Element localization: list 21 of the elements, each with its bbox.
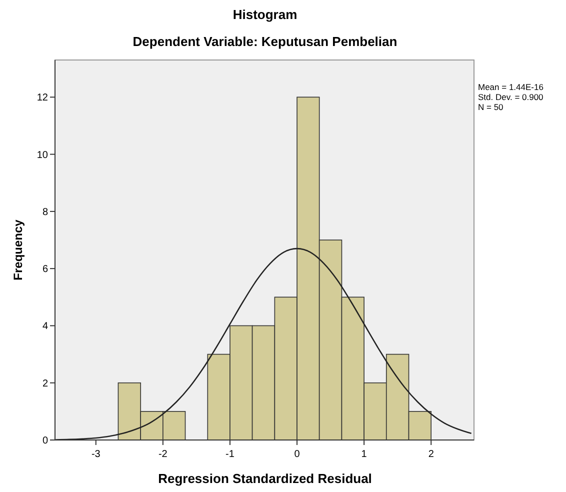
x-axis-title: Regression Standardized Residual: [158, 471, 372, 486]
x-tick-label: -3: [91, 449, 101, 460]
chart-subtitle: Dependent Variable: Keputusan Pembelian: [132, 34, 398, 49]
chart-title: Histogram: [232, 7, 298, 22]
y-tick-label: 12: [36, 92, 48, 104]
text: Mean = 1.44E-16: [478, 82, 544, 92]
x-tick-label: 2: [428, 449, 434, 460]
y-tick-label: 10: [36, 150, 48, 161]
text: N = 50: [478, 102, 504, 112]
y-tick-label: 0: [42, 436, 48, 446]
line-series: [55, 248, 472, 440]
x-tick-label: -1: [226, 449, 235, 460]
y-tick-label: 4: [42, 321, 48, 332]
y-tick-label: 6: [42, 264, 48, 276]
y-tick-label: 8: [42, 206, 48, 218]
text: Std. Dev. = 0.900: [478, 92, 544, 102]
x-tick-label: 1: [361, 449, 368, 460]
x-tick-label: 0: [294, 449, 300, 460]
y-axis-title: Frequency: [11, 219, 25, 280]
y-tick-label: 2: [42, 378, 48, 390]
x-tick-label: -2: [158, 449, 168, 460]
